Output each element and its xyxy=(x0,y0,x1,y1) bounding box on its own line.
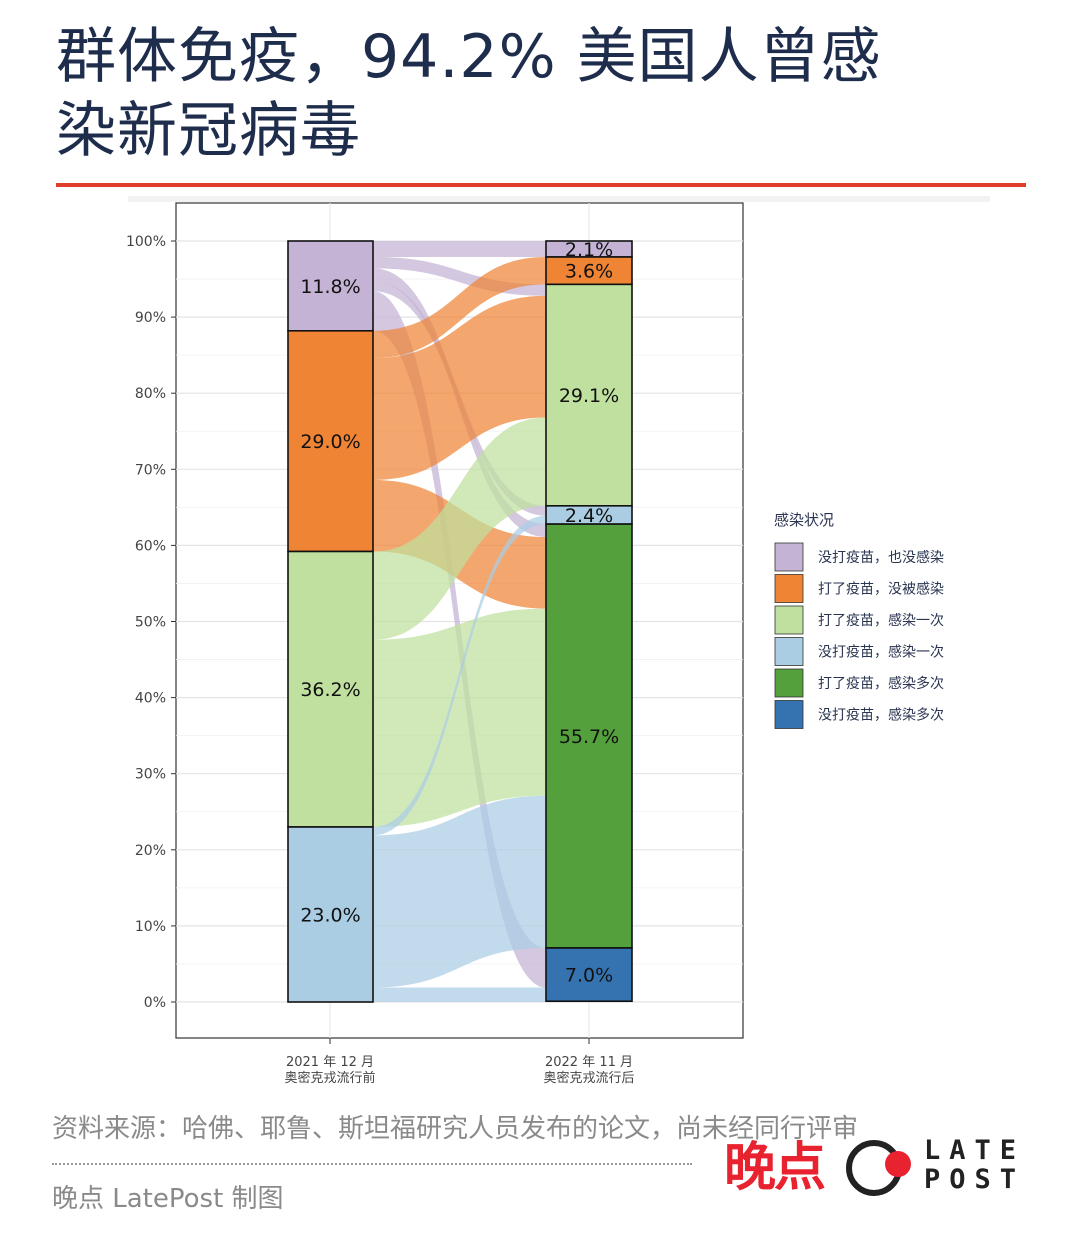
legend-swatch xyxy=(774,574,804,603)
y-tick-label: 70% xyxy=(135,462,166,478)
legend-swatch xyxy=(774,637,804,666)
page-title: 群体免疫，94.2% 美国人曾感 染新冠病毒 xyxy=(56,20,1016,168)
bar-segment xyxy=(287,826,374,1003)
y-tick-label: 90% xyxy=(135,310,166,326)
y-tick-label: 40% xyxy=(135,691,166,707)
data-label: 11.8% xyxy=(300,276,360,298)
y-tick-label: 30% xyxy=(135,767,166,783)
legend-swatch xyxy=(774,668,804,698)
y-tick-label: 80% xyxy=(135,386,166,402)
legend-swatch xyxy=(774,605,804,635)
data-label: 23.0% xyxy=(300,904,360,926)
data-label: 36.2% xyxy=(300,679,360,701)
x-tick-label: 2022 年 11 月 xyxy=(545,1055,633,1070)
bar-segment xyxy=(545,283,633,507)
bar-segment xyxy=(545,947,633,1003)
legend-title: 感染状况 xyxy=(774,511,834,529)
legend-label: 没打疫苗，感染一次 xyxy=(818,644,944,661)
brand-english: LATE POST xyxy=(924,1136,1025,1194)
brand-english-line-1: LATE xyxy=(924,1135,1026,1166)
flow-band xyxy=(373,295,546,480)
bar-segment xyxy=(287,240,374,332)
data-label: 7.0% xyxy=(565,965,613,987)
data-label: 2.4% xyxy=(565,505,613,527)
y-tick-label: 20% xyxy=(135,843,166,859)
data-label: 55.7% xyxy=(559,726,619,748)
title-line-1: 群体免疫，94.2% 美国人曾感 xyxy=(56,22,882,92)
bar-segment xyxy=(545,256,633,286)
y-tick-label: 0% xyxy=(144,995,166,1011)
flow-band xyxy=(373,515,546,836)
title-line-2: 染新冠病毒 xyxy=(56,96,361,166)
brand-dot-icon xyxy=(885,1151,911,1177)
y-tick-label: 50% xyxy=(135,615,166,631)
legend-label: 没打疫苗，也没感染 xyxy=(818,549,944,566)
bar-segment xyxy=(287,329,374,553)
y-tick-label: 100% xyxy=(126,234,166,250)
legend-swatch xyxy=(774,700,804,729)
legend-swatch xyxy=(774,542,804,572)
brand-english-line-2: POST xyxy=(924,1164,1026,1195)
flow-band xyxy=(373,241,546,257)
chart-top-shadow xyxy=(128,196,990,202)
x-tick-sublabel: 奥密克戎流行前 xyxy=(284,1070,375,1086)
flow-band xyxy=(373,417,546,640)
x-tick-label: 2021 年 12 月 xyxy=(286,1055,374,1070)
legend-label: 打了疫苗，没被感染 xyxy=(818,581,944,598)
y-tick-label: 10% xyxy=(135,919,166,935)
latepost-logo: 晚点 LATE POST xyxy=(724,1136,1044,1200)
flow-band xyxy=(373,608,546,827)
data-label: 29.0% xyxy=(300,431,360,453)
flow-band xyxy=(373,256,546,359)
data-label: 3.6% xyxy=(565,261,613,283)
source-note: 资料来源：哈佛、耶鲁、斯坦福研究人员发布的论文，尚未经同行评审 xyxy=(52,1114,859,1144)
x-tick-sublabel: 奥密克戎流行后 xyxy=(543,1070,634,1086)
y-tick-label: 60% xyxy=(135,538,166,554)
bar-segment xyxy=(287,550,374,828)
data-label: 29.1% xyxy=(559,385,619,407)
title-divider xyxy=(56,183,1026,187)
legend-label: 打了疫苗，感染一次 xyxy=(818,612,944,629)
data-label: 2.1% xyxy=(565,239,613,261)
flow-band xyxy=(373,795,546,988)
brand-chinese: 晚点 xyxy=(724,1138,826,1198)
bar-segment xyxy=(545,523,633,949)
dotted-divider xyxy=(52,1163,692,1165)
credit-note: 晚点 LatePost 制图 xyxy=(52,1184,284,1214)
legend-label: 打了疫苗，感染多次 xyxy=(818,675,944,692)
flow-band xyxy=(373,987,546,1002)
legend-label: 没打疫苗，感染多次 xyxy=(818,707,944,724)
